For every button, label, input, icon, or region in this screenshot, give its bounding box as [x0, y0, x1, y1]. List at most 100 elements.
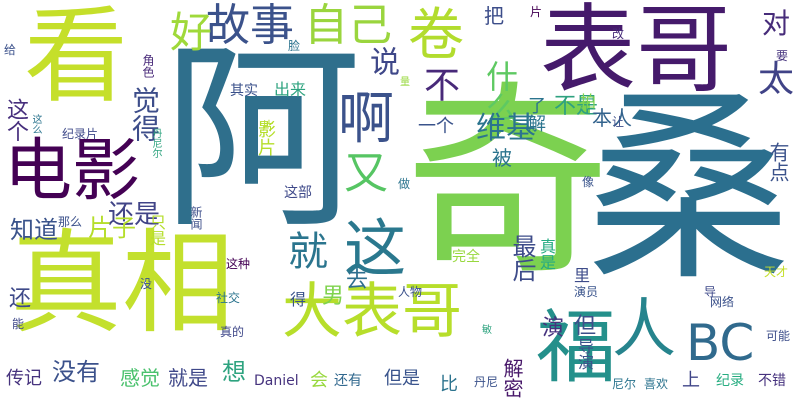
word-cloud-term: 比 [440, 374, 458, 395]
word-cloud-term: 一个 [418, 116, 454, 137]
word-cloud-term: 阿 [162, 23, 363, 256]
word-cloud-term: 新闻 [189, 206, 203, 230]
word-cloud-term: 改 [612, 27, 625, 41]
word-cloud-term: 上 [682, 370, 700, 391]
word-cloud-term: 维基 [476, 111, 536, 146]
word-cloud-term: 完全 [452, 249, 480, 265]
word-cloud-term: 传记 [6, 368, 42, 389]
word-cloud-term: 得 [290, 290, 307, 309]
word-cloud-term: 像 [582, 175, 595, 189]
word-cloud-term: 量 [400, 77, 410, 88]
word-cloud-term: 片 [530, 5, 543, 19]
word-cloud-term: 丹尼尔 [150, 128, 161, 158]
word-cloud-term: 还是 [108, 200, 161, 230]
word-cloud-term: 就是 [168, 366, 208, 390]
word-cloud-term: 网络 [710, 295, 735, 309]
word-cloud-term: 角色 [141, 54, 155, 78]
word-cloud-term: 拍 [580, 92, 597, 111]
word-cloud-term: 最后 [508, 234, 536, 282]
word-cloud-term: 了解 [525, 96, 546, 132]
word-cloud-term: Daniel [254, 373, 299, 389]
word-cloud-term: 尼尔 [612, 377, 637, 391]
word-cloud-term: 其实 [230, 83, 258, 99]
word-cloud-term: 奇 [405, 65, 610, 303]
word-cloud-term: 可能 [766, 329, 791, 343]
word-cloud-term: 把 [484, 4, 504, 28]
word-cloud-term: 不 [418, 66, 459, 102]
word-cloud-term: 出来 [274, 80, 307, 99]
word-cloud-term: 看 [24, 0, 129, 117]
word-cloud-term: 去 [346, 268, 369, 293]
word-cloud-term: BC [686, 314, 755, 372]
word-cloud-term: 不是 [554, 94, 599, 119]
word-cloud-term: 演 [542, 316, 565, 341]
word-cloud-term: 还 [5, 286, 30, 308]
word-cloud-term: 被 [492, 146, 512, 170]
word-cloud-term: 真的 [220, 325, 245, 339]
word-cloud-term: 丹尼 [474, 375, 499, 389]
word-cloud-term: 但是 [384, 368, 420, 389]
word-cloud-term: 里 [574, 266, 591, 285]
word-cloud-term: 还有 [334, 373, 362, 389]
word-cloud-term: 能 [12, 317, 25, 331]
word-cloud-term: 自己 [304, 0, 392, 51]
word-cloud-term: 不错 [758, 373, 786, 389]
word-cloud-term: 喜欢 [644, 377, 669, 391]
word-cloud-term: 电影 [4, 132, 141, 211]
word-cloud-term: 片子 [88, 214, 136, 242]
word-cloud-term: 人 [612, 293, 676, 367]
word-cloud-term: 又 [344, 148, 388, 199]
word-cloud-term: 这么 [30, 114, 41, 134]
word-cloud-term: 好 [170, 8, 213, 57]
word-cloud-term: 要 [776, 49, 789, 63]
word-cloud-term: 什么 [481, 60, 519, 124]
word-cloud-term: 影片 [255, 120, 276, 156]
word-cloud-term: 男 [322, 284, 345, 309]
word-cloud-term: 没有 [52, 358, 100, 386]
word-cloud-term: 让 [612, 115, 625, 129]
word-cloud-term: 纪录片 [62, 127, 99, 141]
word-cloud-term: 觉得 [128, 86, 161, 142]
word-cloud-term: 真是 [537, 238, 556, 270]
word-cloud-term: 表哥 [540, 0, 732, 106]
word-cloud-term: 对 [762, 7, 791, 40]
word-cloud-term: 演员 [574, 285, 599, 299]
word-cloud-term: 真相 [10, 219, 234, 349]
word-cloud-term: 这种 [226, 257, 251, 271]
word-cloud-term: 导演 [575, 338, 594, 370]
word-cloud-term: 只是 [147, 214, 166, 246]
word-cloud-term: 本人 [592, 106, 632, 130]
word-cloud-term: 社交 [216, 291, 241, 305]
word-cloud-term: 卷 [408, 3, 464, 68]
word-cloud-term: 啊 [338, 87, 394, 152]
word-cloud-term: 福 [536, 301, 616, 394]
word-cloud-term: 这 [344, 212, 407, 285]
word-cloud-term: 没 [140, 277, 153, 291]
word-cloud-term: 会 [310, 370, 328, 391]
word-cloud-term: 导 [704, 285, 717, 299]
word-cloud-term: 那么 [58, 215, 83, 229]
word-cloud-term: 说 [364, 46, 399, 76]
word-cloud-term: 感觉 [120, 366, 160, 390]
word-cloud-term: 解密 [500, 358, 524, 398]
word-cloud-term: 大表哥 [282, 277, 462, 347]
word-cloud-term: 有点 [766, 142, 790, 182]
word-cloud-term: 知道 [10, 216, 58, 244]
word-cloud-term: 这部 [284, 185, 312, 201]
word-cloud-term: 就 [288, 229, 328, 275]
word-cloud-term: 给 [4, 43, 17, 57]
word-cloud-term: 故事 [206, 0, 294, 51]
word-cloud-term: 片 [262, 119, 275, 133]
word-cloud-term: 太 [758, 59, 795, 100]
word-cloud-term: 这个 [3, 98, 28, 142]
word-cloud-term: 敏 [482, 325, 492, 336]
word-cloud-term: 天才 [764, 265, 789, 279]
word-cloud-term: 想 [222, 358, 246, 386]
word-cloud-term: 人物 [398, 285, 423, 299]
word-cloud-term: 纪录 [716, 373, 744, 389]
word-cloud-term: 脸 [288, 39, 301, 53]
word-cloud-term: 但 [574, 314, 597, 339]
word-cloud-term: 做 [398, 177, 411, 191]
word-cloud-term: 桑 [586, 71, 791, 309]
